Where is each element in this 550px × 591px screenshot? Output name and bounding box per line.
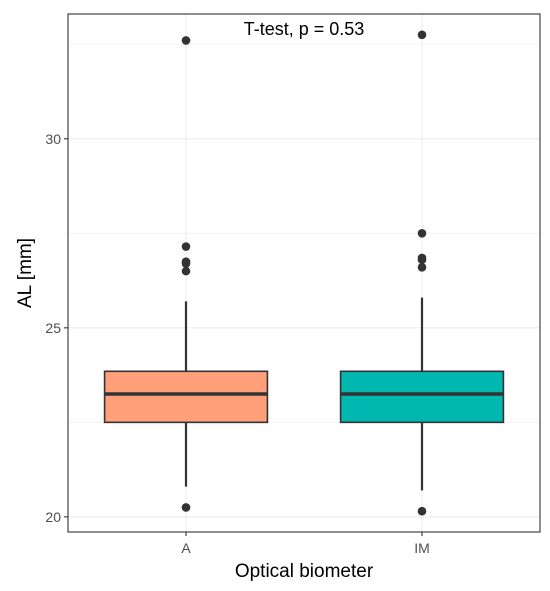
outlier-point [181, 503, 191, 512]
outlier-point [417, 253, 427, 263]
panel-background [68, 14, 540, 532]
axis-layer: 20 25 30 A IM [45, 131, 429, 556]
outlier-point [181, 266, 191, 276]
outlier-point [417, 30, 427, 40]
x-tick-label-a: A [181, 540, 191, 556]
box-iqr [339, 370, 505, 424]
y-tick-label: 30 [45, 131, 61, 147]
x-axis-title: Optical biometer [235, 561, 374, 582]
x-tick-label-im: IM [414, 540, 430, 556]
y-tick-label: 20 [45, 509, 61, 525]
t-test-annotation: T-test, p = 0.53 [244, 19, 365, 39]
outlier-point [417, 506, 427, 516]
outlier-point [181, 242, 191, 251]
outlier-point [417, 263, 427, 272]
y-tick-label: 25 [45, 320, 61, 336]
outlier-point [417, 228, 427, 238]
outlier-point [181, 36, 191, 45]
y-axis-title: AL [mm] [15, 238, 36, 308]
panel-border [67, 13, 541, 533]
box-iqr [103, 370, 269, 424]
box-layer [103, 30, 505, 516]
box-im [339, 30, 505, 516]
box-a [103, 36, 269, 512]
outlier-point [181, 257, 191, 266]
